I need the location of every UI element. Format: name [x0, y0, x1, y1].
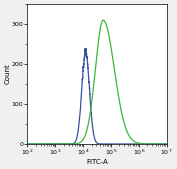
- X-axis label: FITC-A: FITC-A: [86, 159, 108, 165]
- Y-axis label: Count: Count: [4, 64, 10, 84]
